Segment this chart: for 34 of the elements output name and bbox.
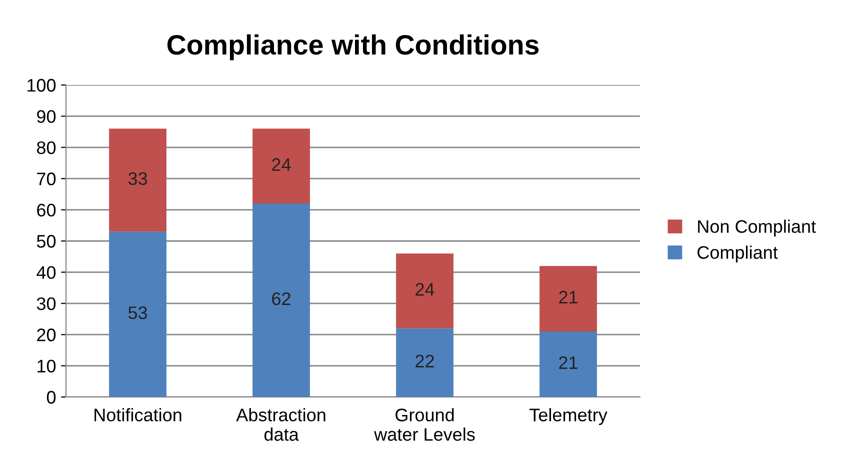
data-label: 21: [559, 356, 578, 369]
y-tick-label: 10: [38, 360, 56, 373]
bar: [252, 204, 310, 397]
x-tick-label: Telemetry: [530, 408, 608, 425]
x-tick-label: Ground water Levels: [374, 408, 475, 441]
legend-label: Non Compliant: [698, 220, 816, 236]
y-tick-label: 80: [36, 141, 56, 154]
y-tick-label: 50: [36, 234, 56, 248]
x-tick-label: Abstraction data: [236, 408, 326, 441]
data-label: 24: [416, 282, 434, 296]
data-label: 53: [128, 306, 147, 320]
data-label: 21: [559, 290, 578, 304]
y-tick-label: 20: [37, 328, 56, 342]
bar: [540, 266, 597, 332]
bar: [109, 128, 166, 232]
data-label: 24: [272, 158, 291, 171]
bar: [396, 328, 454, 397]
y-tick-label: 70: [37, 172, 56, 186]
data-label: 22: [416, 354, 434, 368]
chart-title: Compliance with Conditions: [167, 34, 539, 60]
bar: [396, 253, 454, 328]
data-label: 33: [128, 172, 147, 186]
y-tick-label: 30: [36, 297, 56, 310]
bar: [109, 232, 166, 397]
y-tick-label: 100: [28, 78, 56, 92]
data-label: 62: [272, 292, 290, 306]
y-tick-label: 40: [36, 266, 56, 279]
x-tick-label: Notification: [94, 408, 182, 422]
bar: [540, 331, 597, 397]
y-tick-label: 60: [37, 204, 56, 217]
bar: [252, 128, 310, 204]
legend-label: Compliant: [698, 246, 778, 262]
y-tick-label: 0: [46, 390, 56, 404]
y-tick-label: 90: [37, 110, 56, 123]
